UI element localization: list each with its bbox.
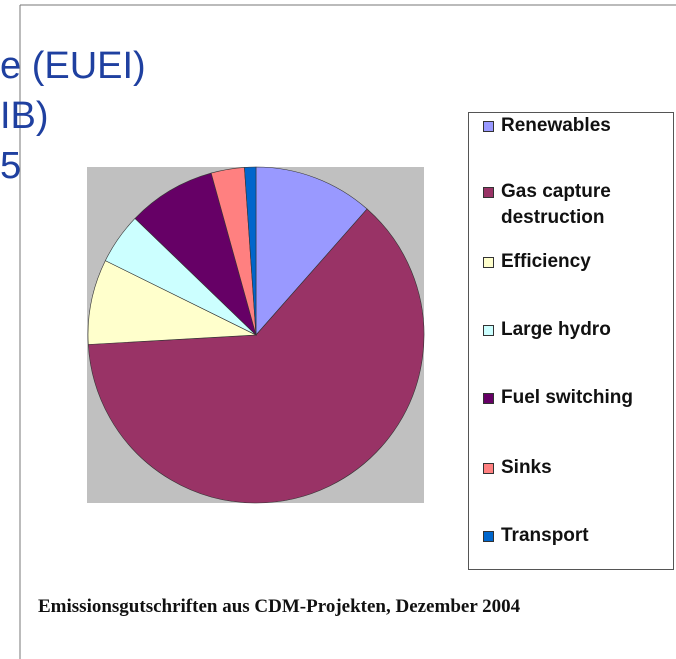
slide-line: e (EUEI) xyxy=(0,45,146,87)
legend-swatch xyxy=(483,257,494,268)
legend-swatch xyxy=(483,531,494,542)
legend-label: Transport xyxy=(501,525,589,546)
pie xyxy=(87,166,425,504)
legend-swatch xyxy=(483,121,494,132)
legend-label: Fuel switching xyxy=(501,387,633,408)
legend-item: Gas capture destruction xyxy=(483,179,673,231)
pie-slice xyxy=(255,166,368,336)
pie-slice xyxy=(87,208,425,504)
legend-label: Renewables xyxy=(501,115,611,136)
legend-label: Sinks xyxy=(501,457,552,478)
legend-item: Efficiency xyxy=(483,249,673,275)
legend-label: Gas capture destruction xyxy=(501,181,611,228)
legend-item: Large hydro xyxy=(483,317,673,343)
legend-swatch xyxy=(483,325,494,336)
slide-line: 5 xyxy=(0,145,22,187)
legend-label: Efficiency xyxy=(501,251,591,272)
legend-swatch xyxy=(483,187,494,198)
legend-label: Large hydro xyxy=(501,319,611,340)
caption: Emissionsgutschriften aus CDM-Projekten,… xyxy=(38,596,521,617)
legend-item: Sinks xyxy=(483,455,673,481)
legend-swatch xyxy=(483,463,494,474)
legend-item: Fuel switching xyxy=(483,385,673,411)
legend-swatch xyxy=(483,393,494,404)
slide-line: IB) xyxy=(0,95,49,137)
pie-slice xyxy=(134,172,257,336)
pie-slice xyxy=(244,166,257,336)
pie-slice xyxy=(87,260,258,345)
legend: Renewables Gas capture destruction Efficie… xyxy=(468,112,674,570)
legend-item: Transport xyxy=(483,523,673,549)
legend-item: Renewables xyxy=(483,113,673,139)
